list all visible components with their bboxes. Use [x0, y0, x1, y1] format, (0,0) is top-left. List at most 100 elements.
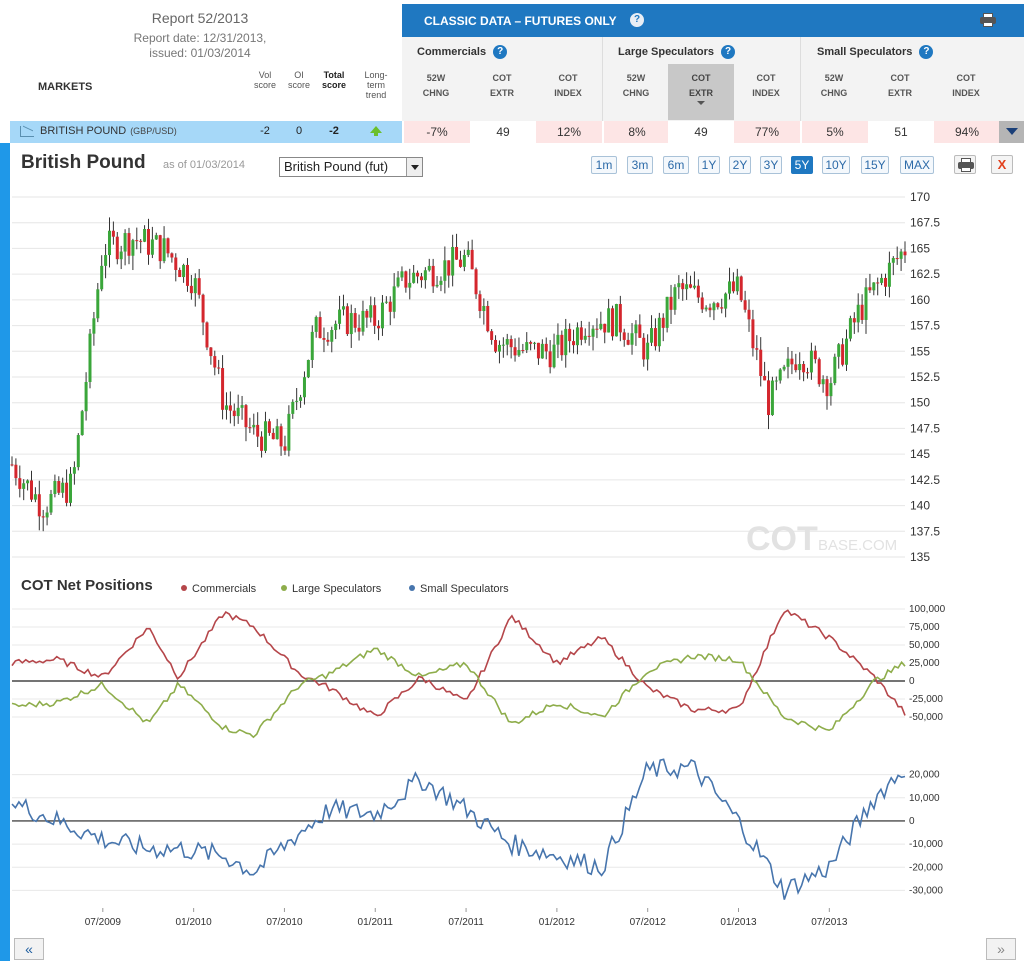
forward-button[interactable]: »	[986, 938, 1016, 960]
col-small-cot-index[interactable]: COT INDEX	[936, 71, 996, 101]
trend-header-line3: trend	[365, 90, 387, 100]
candle-body	[903, 251, 907, 256]
small-speculators-help-icon[interactable]: ?	[919, 45, 934, 59]
price-chart[interactable]: 170 167.5 165 162.5 160 157.5 155 152.5 150 147.5…	[0, 180, 1026, 575]
vol-score-header[interactable]: Vol score	[250, 70, 280, 90]
candle-body	[146, 229, 150, 255]
range-button-10y[interactable]: 10Y	[822, 156, 850, 174]
candle-body	[326, 339, 330, 342]
candle-body	[494, 339, 498, 352]
candle-body	[642, 337, 646, 360]
col-comm-cot-extr[interactable]: COT EXTR	[472, 71, 532, 101]
candle-body	[217, 367, 221, 369]
y-tick-label: 167.5	[910, 216, 940, 230]
legend-item[interactable]: Commercials	[181, 583, 256, 595]
range-button-1m[interactable]: 1m	[591, 156, 617, 174]
candle-body	[575, 327, 579, 346]
range-button-3y[interactable]: 3Y	[760, 156, 782, 174]
x-tick-label: 01/2012	[539, 917, 576, 928]
print-icon[interactable]	[980, 13, 996, 27]
total-score-header[interactable]: Total score	[317, 70, 351, 90]
candle-body	[517, 349, 521, 356]
chevron-down-icon[interactable]	[406, 158, 422, 176]
candle-body	[57, 481, 61, 493]
candle-body	[669, 296, 673, 310]
range-button-max[interactable]: MAX	[900, 156, 934, 174]
commercials-help-icon[interactable]: ?	[493, 45, 508, 59]
col-comm-52w-chng-line2: CHNG	[422, 88, 450, 98]
candle-body	[384, 301, 388, 303]
candle-body	[185, 264, 189, 286]
candle-body	[260, 436, 264, 451]
candle-body	[150, 239, 154, 255]
trend-header[interactable]: Long- term trend	[359, 70, 393, 100]
legend-item[interactable]: Large Speculators	[281, 583, 381, 595]
back-button[interactable]: «	[14, 938, 44, 960]
col-small-52w-chng[interactable]: 52W CHNG	[804, 71, 864, 101]
range-button-3m[interactable]: 3m	[627, 156, 653, 174]
candle-body	[361, 310, 365, 332]
large-speculators-help-icon[interactable]: ?	[721, 45, 736, 59]
candle-body	[392, 286, 396, 312]
expand-row-button[interactable]	[999, 121, 1024, 143]
market-select[interactable]: British Pound (fut)	[279, 157, 423, 177]
candle-body	[96, 289, 100, 319]
col-small-cot-extr[interactable]: COT EXTR	[870, 71, 930, 101]
group-large-speculators-label: Large Speculators	[618, 45, 714, 58]
table-row[interactable]: BRITISH POUND (GBP/USD) -2 0 -2 -7% 49 12…	[0, 121, 1024, 143]
legend-item[interactable]: Small Speculators	[409, 583, 509, 595]
candle-body	[115, 236, 119, 260]
range-button-15y[interactable]: 15Y	[861, 156, 889, 174]
col-large-52w-chng-line2: CHNG	[622, 88, 650, 98]
candle-body	[611, 308, 615, 337]
y-tick-label: 50,000	[909, 640, 940, 651]
chart-print-button[interactable]	[954, 155, 976, 174]
range-button-6m[interactable]: 6m	[663, 156, 689, 174]
range-button-1y[interactable]: 1Y	[698, 156, 720, 174]
help-icon[interactable]: ?	[630, 13, 644, 27]
candle-body	[349, 313, 353, 335]
candle-body	[455, 246, 459, 260]
col-comm-cot-index[interactable]: COT INDEX	[538, 71, 598, 101]
range-button-2y[interactable]: 2Y	[729, 156, 751, 174]
col-comm-52w-chng[interactable]: 52W CHNG	[406, 71, 466, 101]
y-tick-label: 10,000	[909, 793, 940, 804]
candle-body	[813, 350, 817, 360]
y-tick-label: 162.5	[910, 267, 940, 281]
candle-body	[560, 334, 564, 356]
col-large-cot-extr[interactable]: COT EXTR	[668, 64, 734, 120]
comm-cot-index-value: 12%	[536, 121, 602, 143]
candle-body	[884, 277, 888, 287]
oi-score-header[interactable]: OI score	[284, 70, 314, 90]
col-large-cot-extr-line1: COT	[691, 73, 711, 83]
candle-body	[712, 303, 716, 311]
small-cot-extr-value: 51	[868, 121, 934, 143]
chart-title: British Pound	[21, 152, 146, 173]
candle-body	[299, 397, 303, 401]
report-title: Report 52/2013	[151, 10, 249, 26]
col-large-52w-chng-line1: 52W	[626, 73, 646, 83]
candle-body	[798, 364, 802, 371]
candle-body	[345, 306, 349, 335]
market-cell[interactable]: BRITISH POUND (GBP/USD) -2 0 -2	[10, 121, 402, 143]
candle-body	[837, 344, 841, 357]
col-large-52w-chng[interactable]: 52W CHNG	[606, 71, 666, 101]
candle-body	[80, 411, 84, 436]
y-tick-label: -20,000	[909, 862, 943, 873]
net-positions-chart[interactable]: 100,000 75,000 50,000 25,000 0 -25,000 -50,000…	[0, 598, 1026, 938]
candle-body	[135, 240, 139, 242]
candle-body	[891, 258, 895, 263]
candle-body	[189, 285, 193, 294]
candle-body	[33, 494, 37, 500]
commercials-line	[11, 609, 906, 717]
candle-body	[369, 305, 373, 318]
range-button-5y[interactable]: 5Y	[791, 156, 813, 174]
mini-chart-icon[interactable]	[20, 126, 34, 137]
col-large-cot-index[interactable]: COT INDEX	[736, 71, 796, 101]
y-tick-label: 25,000	[909, 658, 940, 669]
close-chart-button[interactable]: X	[991, 155, 1013, 174]
candle-body	[302, 377, 306, 398]
candle-body	[197, 278, 201, 295]
y-tick-label: 155	[910, 344, 930, 358]
y-tick-label: 135	[910, 550, 930, 564]
